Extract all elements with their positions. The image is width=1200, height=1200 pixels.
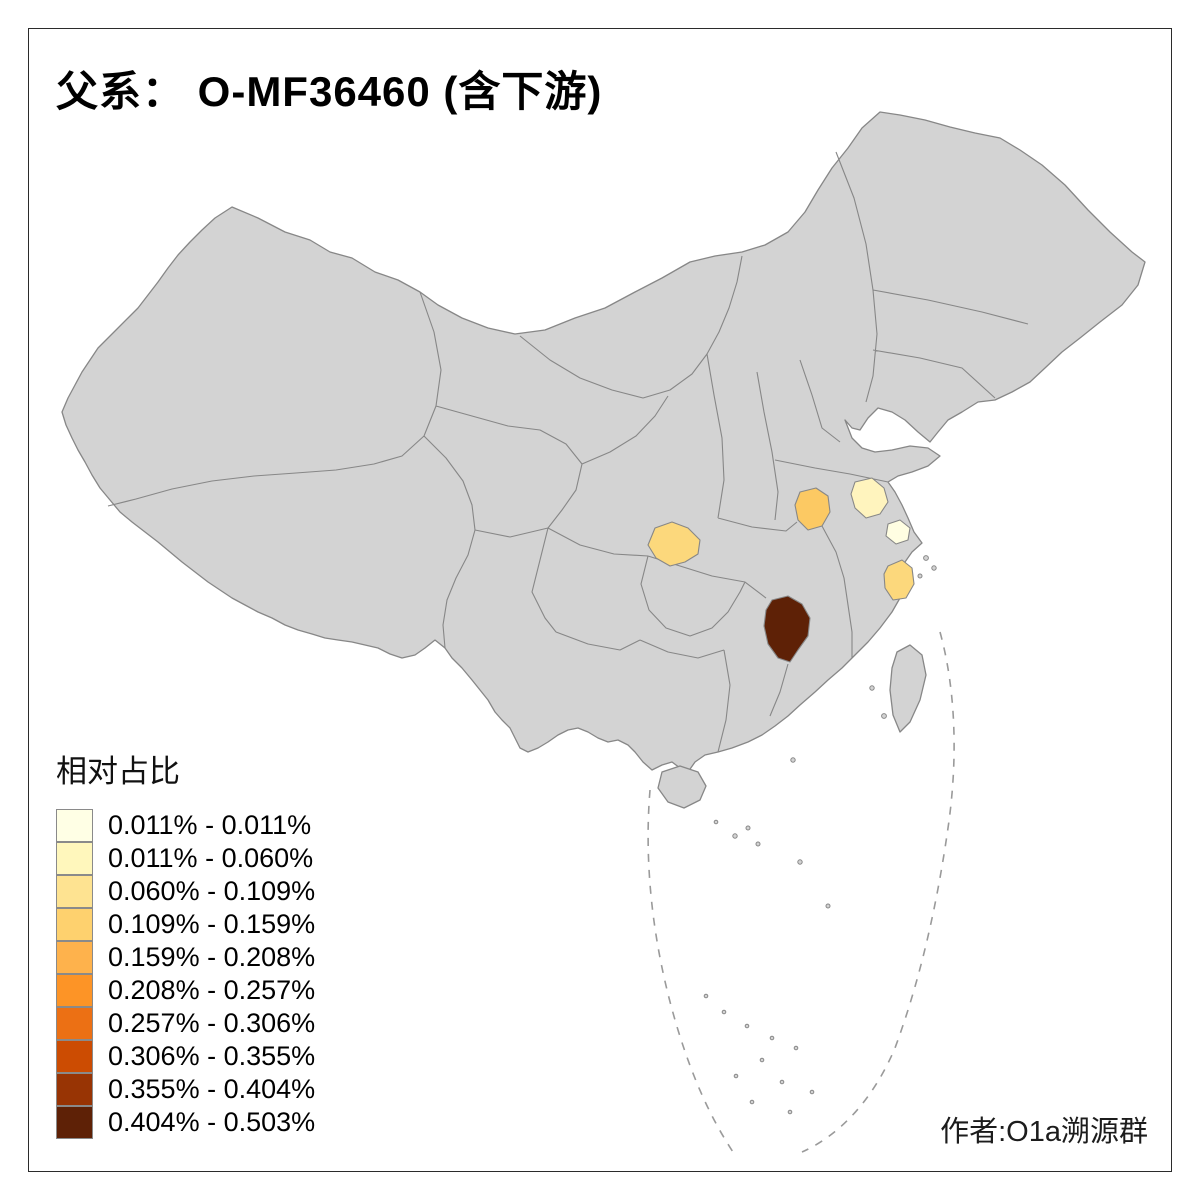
legend-label: 0.060% - 0.109% bbox=[108, 876, 316, 906]
legend-swatch bbox=[56, 875, 93, 908]
legend-swatch bbox=[56, 1040, 93, 1073]
sea-dashed-boundary bbox=[647, 631, 955, 1153]
legend-item: 0.159% - 0.208% bbox=[56, 941, 315, 974]
region-zhejiang-east-area bbox=[883, 559, 915, 601]
region-shanghai-area bbox=[885, 519, 911, 545]
legend-item: 0.011% - 0.011% bbox=[56, 809, 315, 842]
legend-item: 0.109% - 0.159% bbox=[56, 908, 315, 941]
province-borders bbox=[107, 151, 1029, 753]
legend-swatch bbox=[56, 842, 93, 875]
legend-label: 0.306% - 0.355% bbox=[108, 1041, 316, 1071]
legend-swatch bbox=[56, 974, 93, 1007]
legend-label: 0.404% - 0.503% bbox=[108, 1107, 316, 1137]
legend-label: 0.011% - 0.011% bbox=[108, 810, 312, 840]
legend-item: 0.306% - 0.355% bbox=[56, 1040, 315, 1073]
legend-label: 0.355% - 0.404% bbox=[108, 1074, 316, 1104]
region-hunan-east-area bbox=[763, 595, 811, 663]
legend-label: 0.011% - 0.060% bbox=[108, 843, 314, 873]
mainland-outline bbox=[61, 111, 1146, 773]
legend-title: 相对占比 bbox=[56, 754, 180, 789]
hainan-island bbox=[657, 765, 707, 809]
small-islands bbox=[703, 555, 937, 1115]
legend-items: 0.011% - 0.011% 0.011% - 0.060% 0.060% - 0… bbox=[56, 809, 315, 1139]
legend-label: 0.159% - 0.208% bbox=[108, 942, 316, 972]
legend-swatch bbox=[56, 908, 93, 941]
legend-item: 0.011% - 0.060% bbox=[56, 842, 315, 875]
legend-item: 0.355% - 0.404% bbox=[56, 1073, 315, 1106]
legend-swatch bbox=[56, 1073, 93, 1106]
region-anhui-central-area bbox=[794, 487, 831, 531]
region-jiangsu-central-area bbox=[850, 477, 889, 519]
legend-swatch bbox=[56, 1106, 93, 1139]
author-credit: 作者:O1a溯源群 bbox=[940, 1116, 1148, 1148]
legend-item: 0.404% - 0.503% bbox=[56, 1106, 315, 1139]
legend-label: 0.109% - 0.159% bbox=[108, 909, 316, 939]
legend-item: 0.060% - 0.109% bbox=[56, 875, 315, 908]
legend: 相对占比 0.011% - 0.011% 0.011% - 0.060% 0.060… bbox=[56, 746, 315, 1139]
legend-swatch bbox=[56, 941, 93, 974]
china-landmass bbox=[61, 111, 1146, 1115]
shaded-regions bbox=[647, 477, 915, 663]
legend-label: 0.208% - 0.257% bbox=[108, 975, 316, 1005]
legend-item: 0.208% - 0.257% bbox=[56, 974, 315, 1007]
region-chongqing-area bbox=[647, 521, 701, 567]
legend-label: 0.257% - 0.306% bbox=[108, 1008, 316, 1038]
legend-swatch bbox=[56, 1007, 93, 1040]
page-title: 父系： O-MF36460 (含下游) bbox=[56, 68, 603, 115]
legend-item: 0.257% - 0.306% bbox=[56, 1007, 315, 1040]
taiwan-island bbox=[889, 644, 927, 733]
legend-swatch bbox=[56, 809, 93, 842]
